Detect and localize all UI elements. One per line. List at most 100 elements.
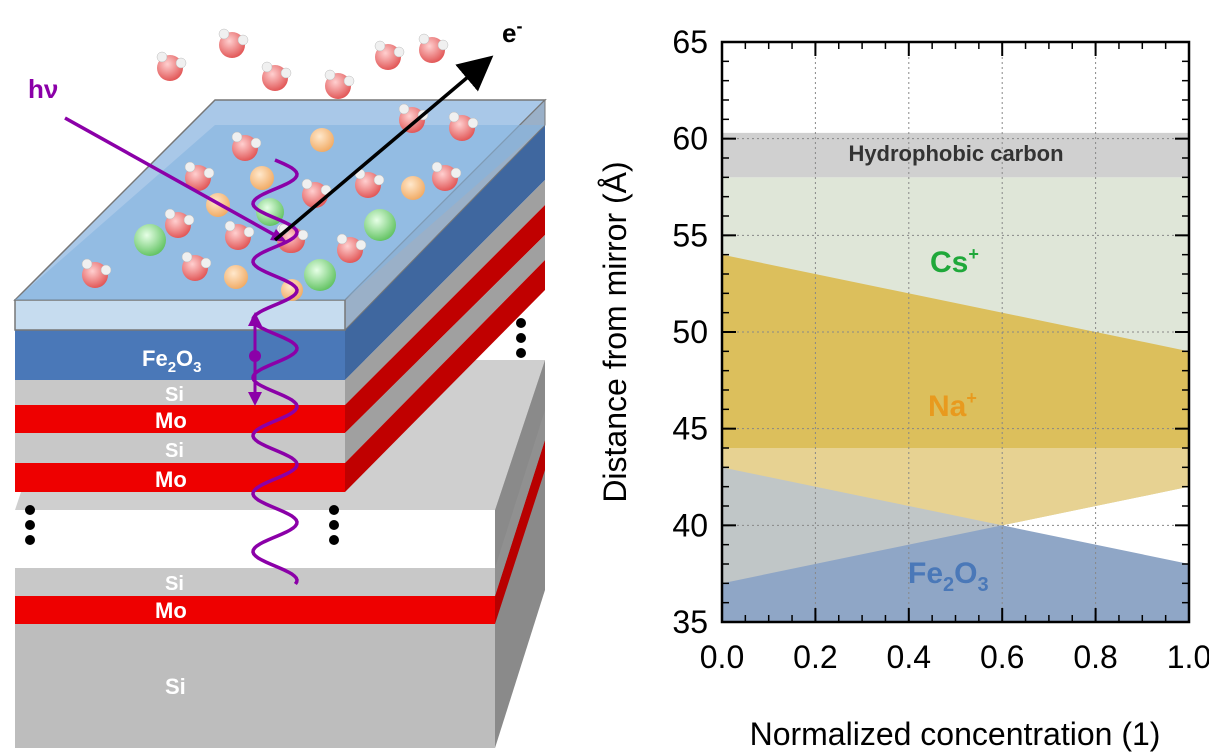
na-ion [224, 265, 248, 289]
hydrogen-atom [261, 61, 273, 73]
hydrogen-atom [301, 178, 313, 190]
cs-label: Cs+ [930, 244, 979, 279]
water-molecule [374, 40, 405, 70]
hydrogen-atom [437, 39, 449, 51]
na-ion [250, 166, 274, 190]
hydrogen-atom [467, 117, 479, 129]
ellipsis-dots [25, 318, 526, 545]
x-tick-label: 0.0 [700, 639, 744, 675]
hydrogen-atom [355, 239, 367, 251]
hydrogen-atom [181, 251, 193, 263]
chart-regions [722, 132, 1189, 622]
chart: 0.0 0.2 0.4 0.6 0.8 1.0 35 40 45 50 55 60 65 Hydroph… [597, 24, 1209, 752]
hydrogen-atom [218, 28, 230, 40]
water-molecule [336, 233, 367, 263]
water-molecule [261, 61, 292, 91]
x-tick-label: 1.0 [1167, 639, 1209, 675]
hydrogen-atom [398, 103, 410, 115]
mo-label: Mo [155, 467, 187, 492]
mo-layer [15, 405, 345, 433]
water-molecule [181, 251, 212, 281]
y-tick-label: 40 [672, 507, 708, 543]
y-tick-label: 60 [672, 121, 708, 157]
photon-label: hν [28, 74, 58, 104]
hydrogen-atom [374, 40, 386, 52]
hydrogen-atom [280, 67, 292, 79]
hydrogen-atom [237, 34, 249, 46]
hydrogen-atom [203, 167, 215, 179]
cs-ion [364, 209, 396, 241]
mo-layer [15, 463, 345, 492]
hydrogen-atom [100, 264, 112, 276]
y-tick-label: 45 [672, 411, 708, 447]
x-tick-label: 0.4 [887, 639, 931, 675]
water-molecule [354, 168, 385, 198]
y-tick-label: 55 [672, 217, 708, 253]
x-tick-label: 0.6 [980, 639, 1024, 675]
x-tick-label: 0.2 [793, 639, 837, 675]
hydrogen-atom [224, 220, 236, 232]
hydrogen-atom [200, 257, 212, 269]
hydrogen-atom [231, 131, 243, 143]
cs-ion [304, 259, 336, 291]
hydrogen-atom [373, 174, 385, 186]
water-molecule [231, 131, 262, 161]
fe2o3-label: Fe2O3 [142, 346, 202, 376]
chart-ticks: 0.0 0.2 0.4 0.6 0.8 1.0 35 40 45 50 55 60 65 [672, 24, 1209, 675]
water-molecule [418, 33, 449, 63]
na-label: Na+ [928, 388, 977, 423]
hydrogen-atom [448, 111, 460, 123]
water-molecule [184, 161, 215, 191]
electron-arrow [273, 55, 494, 242]
water-molecule [431, 161, 462, 191]
region-overlay [722, 448, 1189, 584]
electron-label: e- [502, 16, 522, 48]
y-axis-label: Distance from mirror (Å) [597, 161, 633, 502]
hydrogen-atom [184, 161, 196, 173]
si-label: Si [165, 384, 184, 406]
photon-arrow [64, 116, 281, 240]
mo-label: Mo [155, 408, 187, 433]
hydrogen-atom [183, 214, 195, 226]
x-tick-label: 0.8 [1073, 639, 1117, 675]
hydrogen-atom [324, 69, 336, 81]
mo-label: Mo [155, 598, 187, 623]
region-hydrophobic-carbon [722, 132, 1189, 178]
hydrogen-atom [156, 51, 168, 63]
si-label: Si [165, 440, 184, 462]
hydrogen-atom [164, 208, 176, 220]
na-ion [281, 279, 303, 301]
water-molecule [324, 69, 355, 99]
hydrogen-atom [393, 46, 405, 58]
si-label: Si [165, 674, 186, 699]
hydrogen-atom [175, 57, 187, 69]
x-axis-label: Normalized concentration (1) [750, 716, 1161, 752]
hydrogen-atom [418, 33, 430, 45]
si-label: Si [165, 573, 184, 595]
y-tick-label: 35 [672, 604, 708, 640]
hydrogen-atom [343, 75, 355, 87]
hydrogen-atom [243, 226, 255, 238]
hydrogen-atom [431, 161, 443, 173]
water-molecule [224, 220, 255, 250]
hydrogen-atom [81, 258, 93, 270]
hydrophobic-label: Hydrophobic carbon [848, 141, 1063, 166]
y-tick-label: 50 [672, 314, 708, 350]
na-ion [401, 176, 425, 200]
na-ion [310, 128, 334, 152]
water-molecule [164, 208, 195, 238]
multilayer-diagram: hν e- Fe2O3 Si Mo Si Mo Si Mo Si [13, 16, 547, 748]
water-molecule [156, 51, 187, 81]
fe2o3-chart-label: Fe2O3 [908, 557, 989, 596]
water-molecule [218, 28, 249, 58]
y-tick-label: 65 [672, 24, 708, 60]
water-molecule [448, 111, 479, 141]
hydrogen-atom [297, 229, 309, 241]
hydrogen-atom [450, 167, 462, 179]
hydrogen-atom [336, 233, 348, 245]
photon-wave [251, 158, 299, 585]
cs-ion [134, 224, 166, 256]
hydrogen-atom [250, 137, 262, 149]
water-molecule [81, 258, 112, 288]
